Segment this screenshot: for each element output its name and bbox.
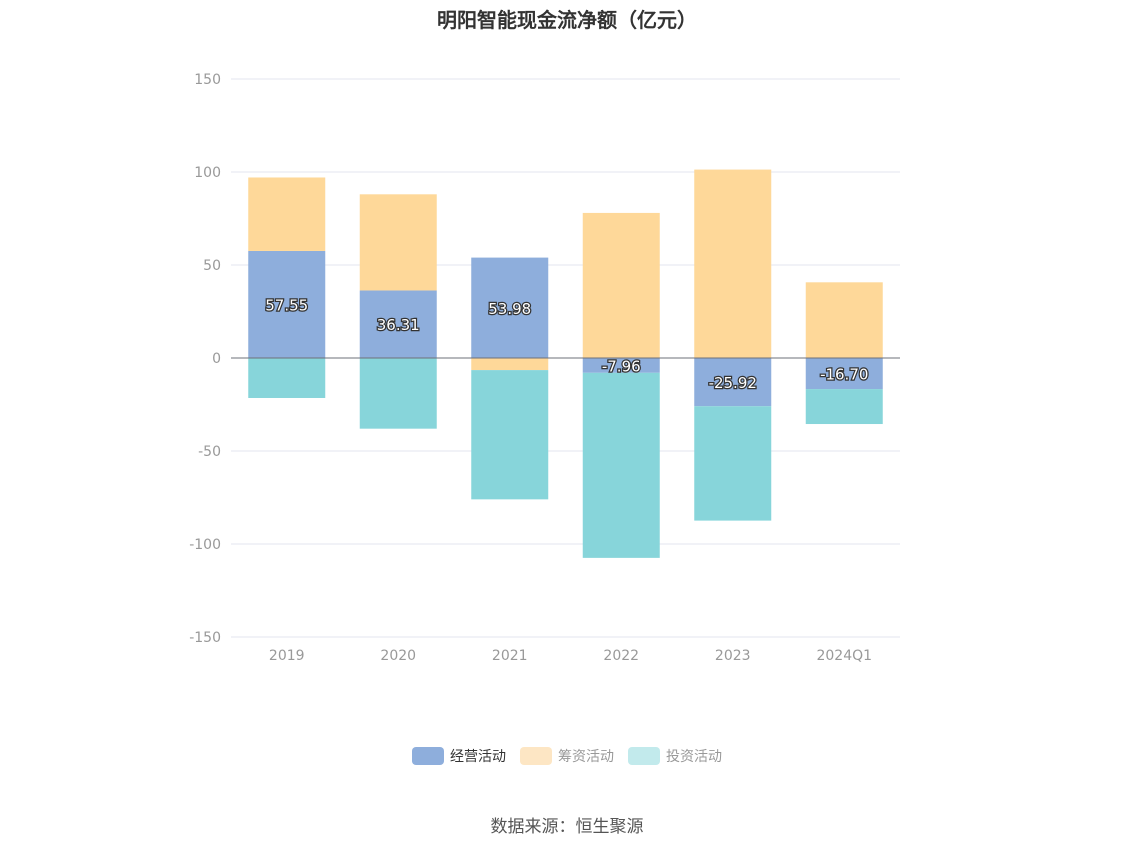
- y-tick-label: 150: [194, 72, 221, 88]
- y-tick-label: -50: [198, 444, 221, 460]
- bar-segment[interactable]: [694, 169, 772, 358]
- legend-label-operating: 经营活动: [450, 749, 506, 765]
- bar-segment[interactable]: [359, 194, 437, 291]
- y-tick-label: -100: [189, 537, 221, 553]
- bar-segment[interactable]: [582, 358, 660, 373]
- legend-label-investing: 投资活动: [666, 749, 722, 765]
- data-label: -16.70: [820, 366, 868, 384]
- bar-segment[interactable]: [805, 358, 883, 390]
- y-tick-label: 0: [212, 351, 221, 367]
- data-label: 53.98: [488, 300, 531, 318]
- chart-title: 明阳智能现金流净额（亿元）: [437, 8, 697, 32]
- legend-swatch-financing: [520, 747, 552, 765]
- data-label: 36.31: [377, 316, 420, 334]
- bar-layer: [248, 169, 883, 558]
- x-tick-label: 2021: [492, 648, 528, 664]
- axis-layer: 150 100 50 0 -50 -100 -150 2019 2020 2021 2022 2023…: [189, 72, 900, 664]
- data-label: -25.92: [709, 374, 757, 392]
- bar-segment[interactable]: [805, 282, 883, 358]
- x-tick-label: 2019: [269, 648, 305, 664]
- bar-segment[interactable]: [582, 212, 660, 358]
- bar-segment[interactable]: [694, 406, 772, 521]
- bar-segment[interactable]: [805, 389, 883, 425]
- legend-item-financing[interactable]: 筹资活动: [520, 746, 614, 766]
- data-label: 57.55: [265, 296, 308, 314]
- x-tick-label: 2024Q1: [816, 648, 872, 664]
- y-tick-label: 100: [194, 165, 221, 181]
- legend-swatch-investing: [628, 747, 660, 765]
- bar-segment[interactable]: [471, 370, 549, 500]
- label-layer: 57.55 36.31 53.98 -7.96 -25.92 -16.70: [264, 295, 870, 393]
- legend-label-financing: 筹资活动: [558, 749, 614, 765]
- bar-segment[interactable]: [582, 372, 660, 558]
- legend: 经营活动 筹资活动 投资活动: [0, 746, 1134, 766]
- x-tick-label: 2020: [380, 648, 416, 664]
- source-note: 数据来源：恒生聚源: [490, 817, 644, 837]
- x-tick-label: 2023: [715, 648, 751, 664]
- y-tick-label: 50: [203, 258, 221, 274]
- data-label: -7.96: [602, 357, 641, 375]
- bar-segment[interactable]: [471, 257, 549, 358]
- bar-segment[interactable]: [359, 290, 437, 358]
- bar-segment[interactable]: [248, 358, 326, 398]
- bar-segment[interactable]: [248, 250, 326, 358]
- bar-segment[interactable]: [694, 358, 772, 407]
- bar-segment[interactable]: [359, 358, 437, 429]
- legend-swatch-operating: [412, 747, 444, 765]
- legend-item-operating[interactable]: 经营活动: [412, 746, 506, 766]
- bar-segment[interactable]: [471, 358, 549, 371]
- bar-segment[interactable]: [248, 177, 326, 251]
- x-tick-label: 2022: [603, 648, 639, 664]
- legend-item-investing[interactable]: 投资活动: [628, 746, 722, 766]
- y-tick-label: -150: [189, 630, 221, 646]
